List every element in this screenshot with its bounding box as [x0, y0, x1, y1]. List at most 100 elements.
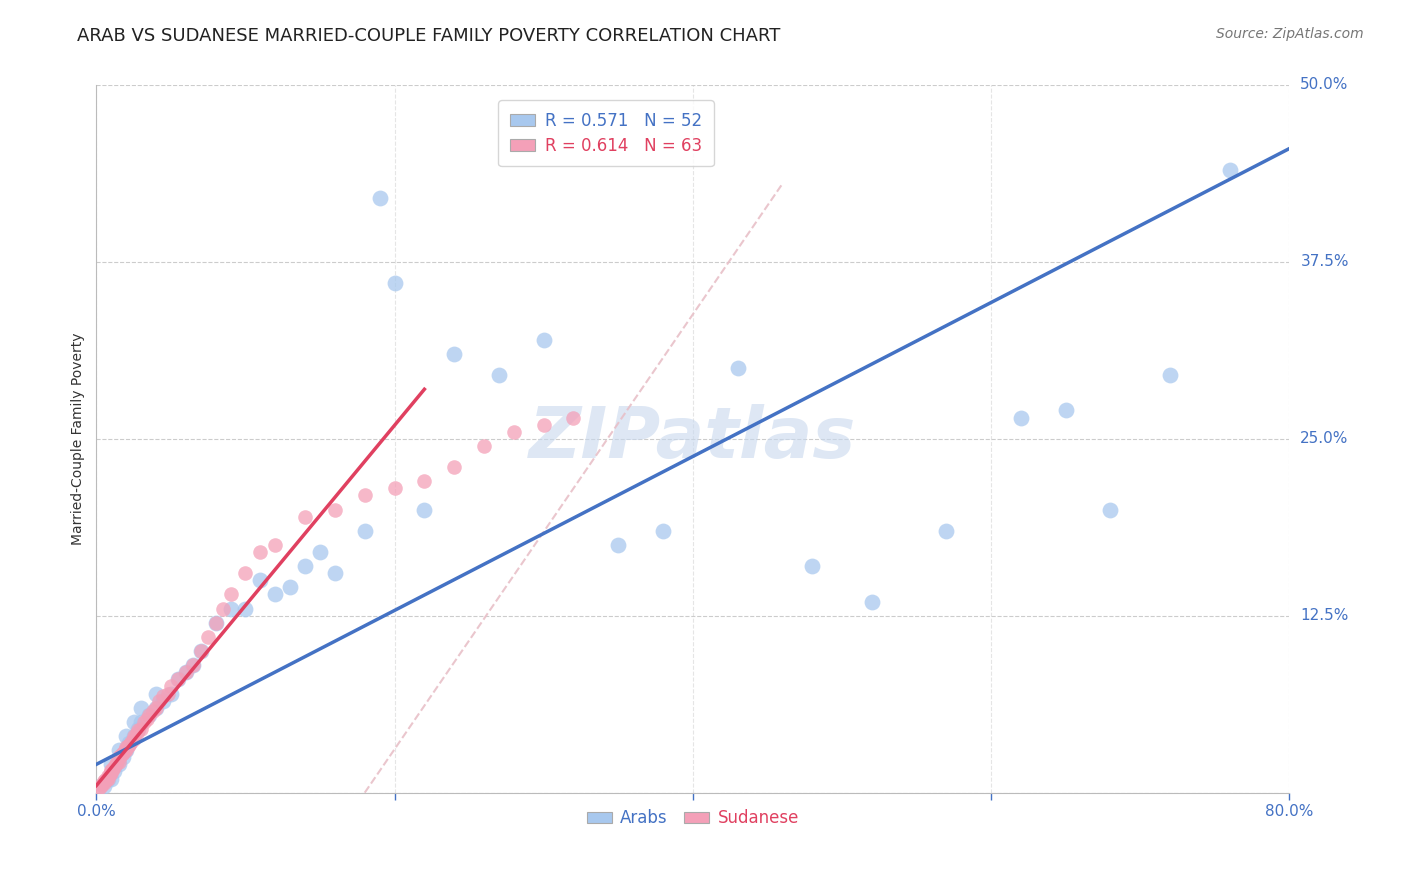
Point — [125, 726, 148, 740]
Point — [174, 665, 197, 680]
Point — [533, 333, 555, 347]
Point — [860, 594, 883, 608]
Point — [145, 700, 167, 714]
Point — [204, 615, 226, 630]
Point — [156, 687, 179, 701]
Point — [502, 425, 524, 439]
Point — [115, 729, 138, 743]
Point — [152, 693, 174, 707]
Point — [101, 762, 124, 776]
Point — [148, 693, 170, 707]
Point — [103, 760, 125, 774]
Point — [249, 574, 271, 588]
Point — [652, 524, 675, 538]
Point — [1099, 502, 1122, 516]
Point — [98, 767, 121, 781]
Point — [219, 587, 242, 601]
Point — [368, 191, 391, 205]
Point — [97, 769, 120, 783]
Point — [443, 347, 465, 361]
Point — [107, 750, 129, 764]
Point — [114, 743, 136, 757]
Point — [309, 545, 332, 559]
Point — [190, 644, 212, 658]
Point — [142, 704, 165, 718]
Point — [235, 566, 257, 581]
Point — [472, 439, 495, 453]
Text: ARAB VS SUDANESE MARRIED-COUPLE FAMILY POVERTY CORRELATION CHART: ARAB VS SUDANESE MARRIED-COUPLE FAMILY P… — [77, 27, 780, 45]
Point — [117, 739, 139, 753]
Point — [353, 488, 375, 502]
Point — [353, 524, 375, 538]
Point — [1219, 162, 1241, 177]
Point — [294, 559, 316, 574]
Point — [108, 748, 131, 763]
Point — [235, 601, 257, 615]
Point — [264, 538, 287, 552]
Point — [488, 368, 510, 383]
Point — [93, 776, 115, 790]
Point — [167, 673, 190, 687]
Point — [100, 772, 122, 786]
Point — [197, 630, 219, 644]
Point — [801, 559, 824, 574]
Point — [145, 687, 167, 701]
Text: ZIPatlas: ZIPatlas — [529, 404, 856, 474]
Point — [111, 747, 134, 762]
Point — [443, 460, 465, 475]
Point — [145, 700, 167, 714]
Point — [152, 690, 174, 704]
Point — [1159, 368, 1181, 383]
Text: 12.5%: 12.5% — [1301, 608, 1348, 624]
Point — [127, 722, 149, 736]
Point — [278, 581, 301, 595]
Point — [384, 481, 406, 495]
Point — [607, 538, 630, 552]
Point — [413, 502, 436, 516]
Point — [93, 779, 115, 793]
Point — [118, 738, 141, 752]
Text: 50.0%: 50.0% — [1301, 78, 1348, 93]
Point — [413, 475, 436, 489]
Point — [94, 772, 117, 787]
Point — [105, 755, 128, 769]
Point — [107, 757, 129, 772]
Point — [115, 743, 138, 757]
Point — [129, 714, 152, 729]
Point — [97, 772, 120, 786]
Point — [100, 763, 122, 777]
Legend: Arabs, Sudanese: Arabs, Sudanese — [579, 803, 806, 834]
Point — [323, 566, 346, 581]
Text: 37.5%: 37.5% — [1301, 254, 1348, 269]
Point — [160, 687, 183, 701]
Point — [90, 779, 112, 793]
Point — [89, 781, 111, 796]
Point — [174, 665, 197, 680]
Point — [384, 276, 406, 290]
Text: 25.0%: 25.0% — [1301, 432, 1348, 446]
Point — [93, 774, 115, 789]
Text: Source: ZipAtlas.com: Source: ZipAtlas.com — [1216, 27, 1364, 41]
Point — [96, 772, 118, 786]
Point — [107, 743, 129, 757]
Point — [1010, 410, 1032, 425]
Point — [132, 714, 155, 729]
Point — [264, 587, 287, 601]
Point — [294, 509, 316, 524]
Point — [127, 723, 149, 738]
Point — [112, 750, 135, 764]
Point — [219, 601, 242, 615]
Point — [204, 615, 226, 630]
Point — [181, 658, 204, 673]
Point — [91, 777, 114, 791]
Point — [112, 746, 135, 760]
Point — [97, 772, 120, 786]
Point — [100, 757, 122, 772]
Point — [136, 712, 159, 726]
Point — [122, 729, 145, 743]
Point — [115, 740, 138, 755]
Point — [120, 735, 142, 749]
Point — [562, 410, 585, 425]
Point — [727, 361, 749, 376]
Point — [107, 755, 129, 769]
